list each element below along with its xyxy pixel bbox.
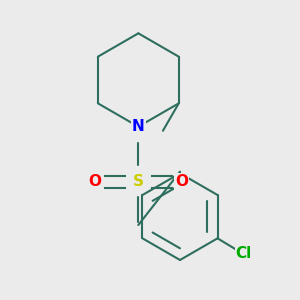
Text: O: O: [88, 174, 101, 189]
Text: S: S: [133, 174, 144, 189]
Text: O: O: [175, 174, 188, 189]
Text: Cl: Cl: [236, 246, 252, 261]
Text: N: N: [132, 119, 145, 134]
